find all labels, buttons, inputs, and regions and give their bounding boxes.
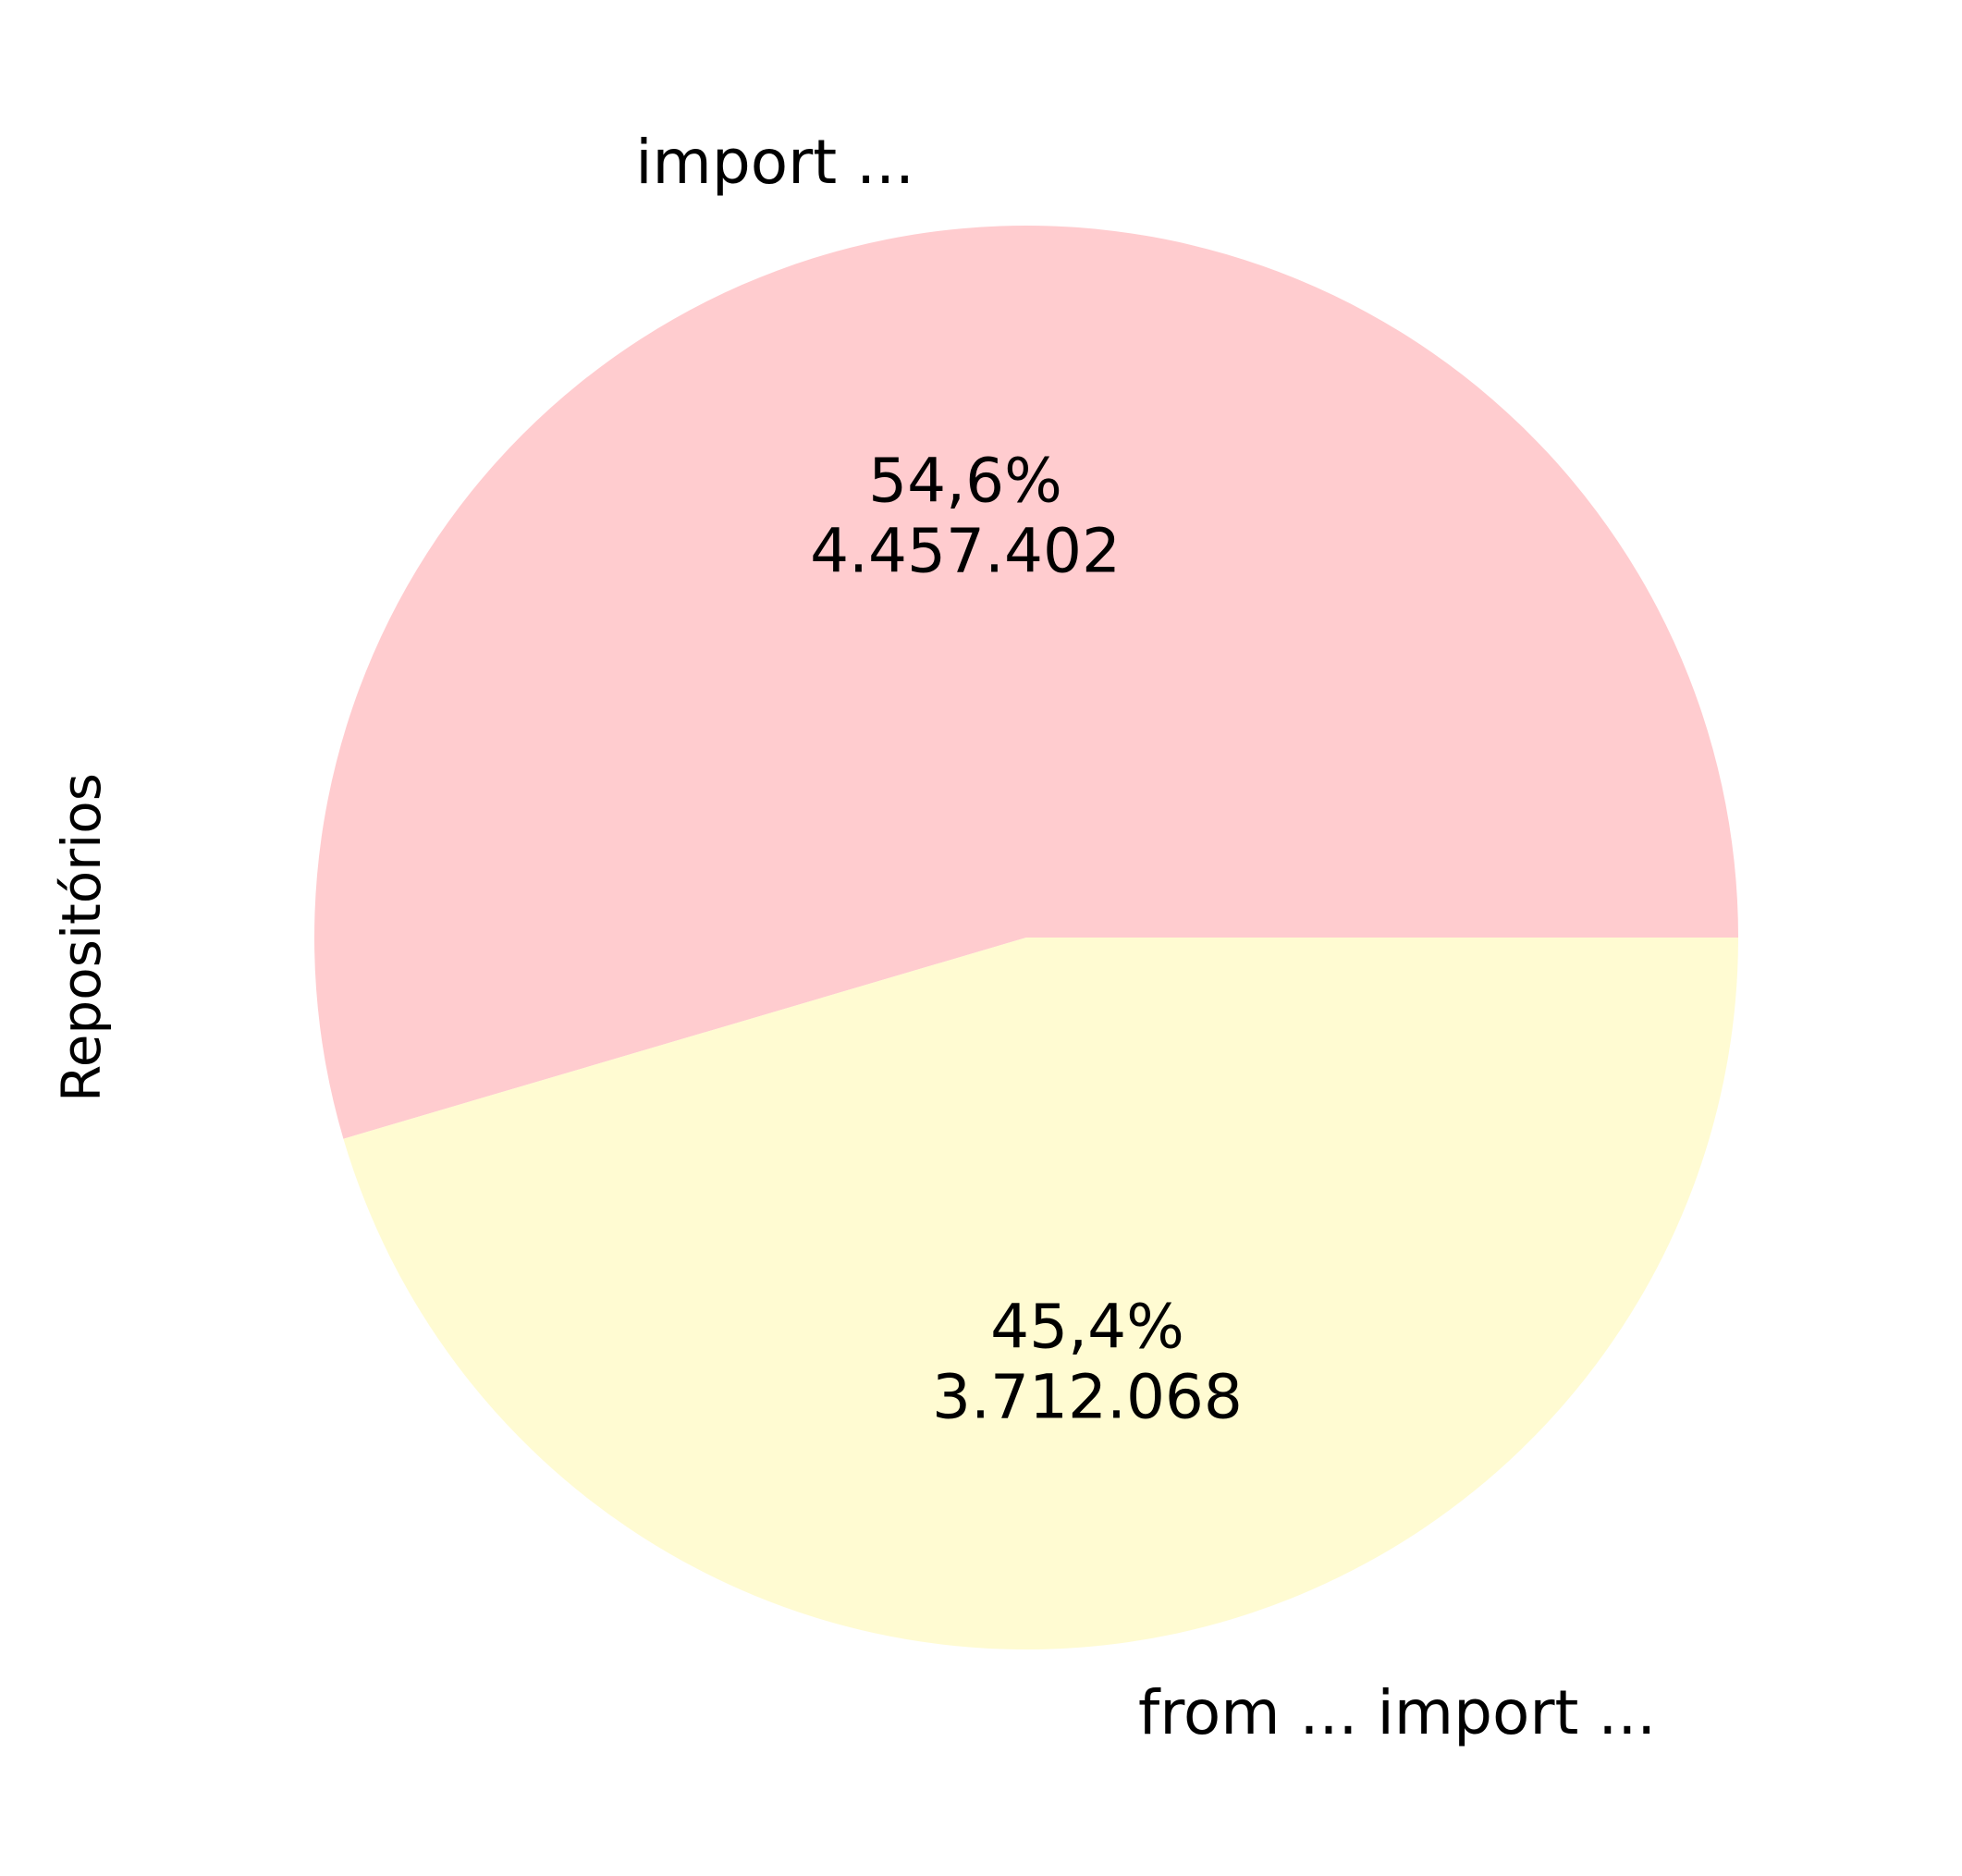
labels-layer: import ... 54,6% 4.457.402 from ... import … — [635, 127, 1656, 1748]
pie-slice-2 — [343, 938, 1739, 1649]
y-axis-label: Repositórios — [50, 773, 113, 1102]
slice-percent-label-1: 54,6% 4.457.402 — [810, 446, 1121, 587]
pie-slice-1 — [313, 225, 1739, 1139]
slice-value-2: 3.712.068 — [932, 1361, 1243, 1432]
slice-percent-1: 54,6% — [868, 446, 1062, 517]
slice-value-1: 4.457.402 — [810, 516, 1121, 587]
slices-layer — [313, 225, 1739, 1649]
slice-percent-label-2: 45,4% 3.712.068 — [932, 1291, 1243, 1432]
slice-category-label-2: from ... import ... — [1138, 1677, 1656, 1748]
slice-category-label-1: import ... — [635, 127, 914, 198]
slice-percent-2: 45,4% — [990, 1291, 1184, 1362]
